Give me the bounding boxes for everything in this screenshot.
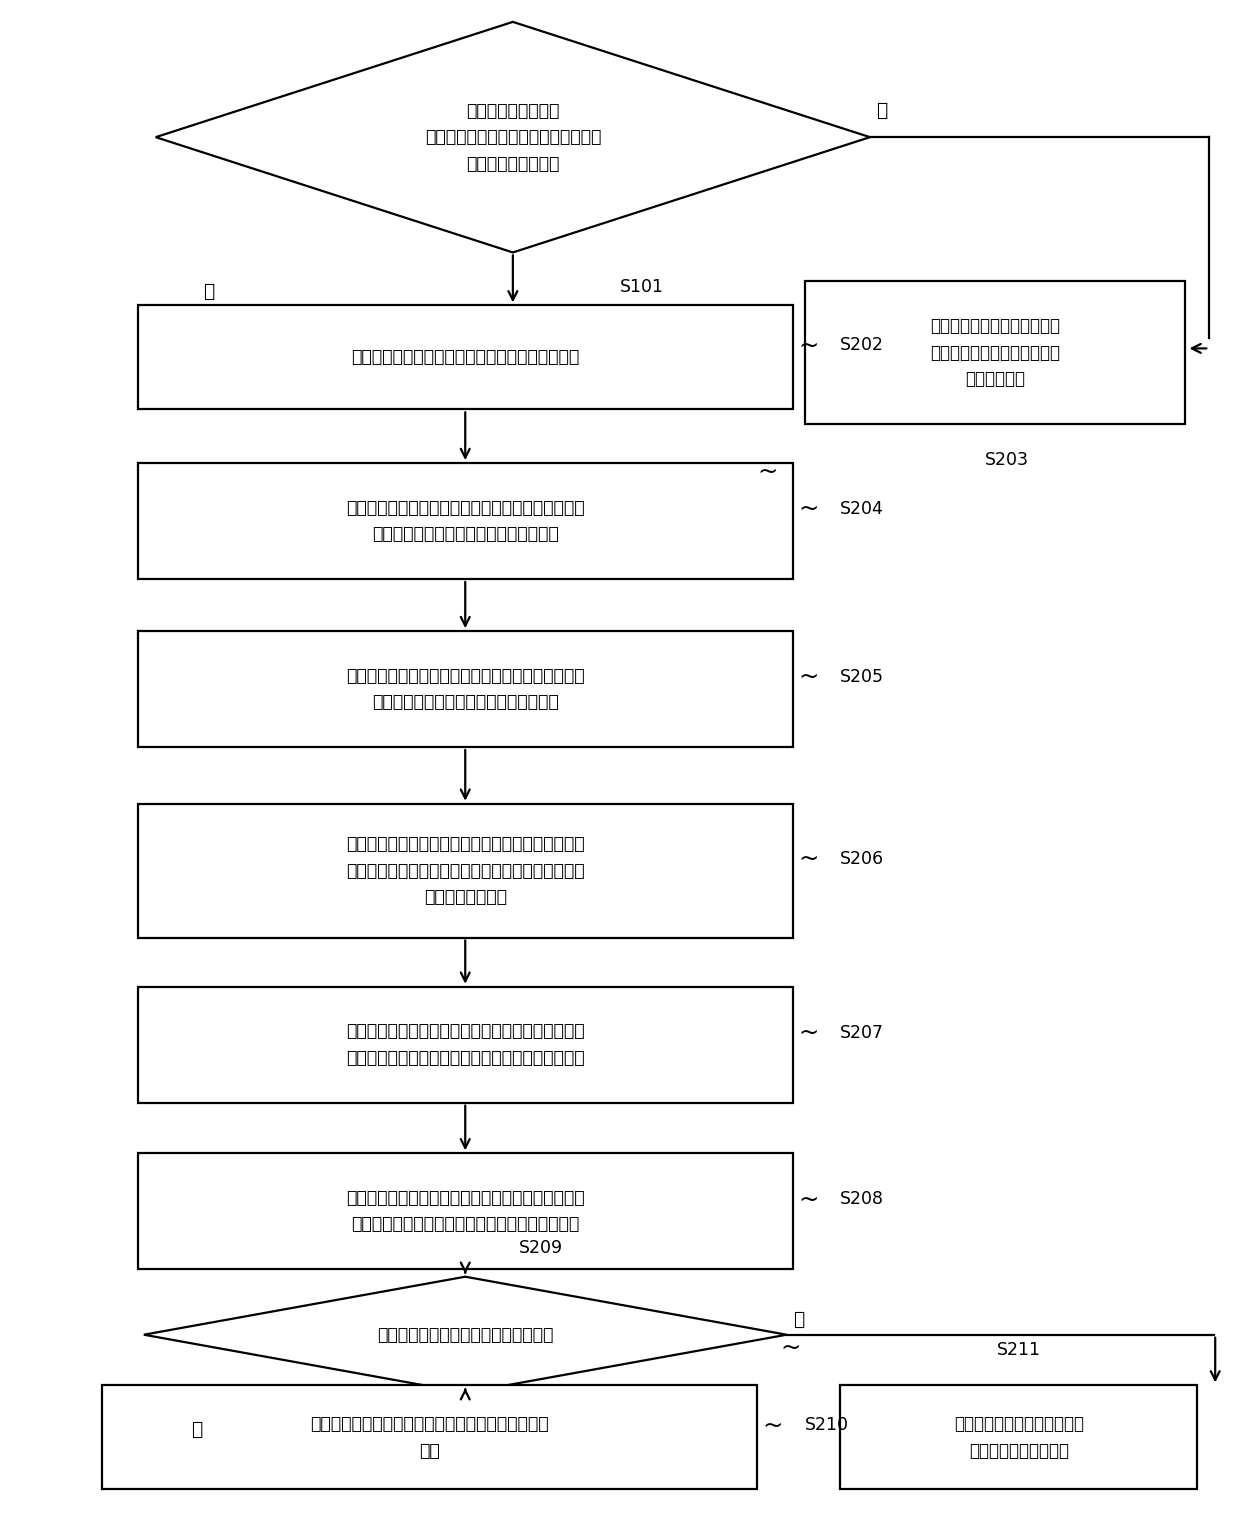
Polygon shape [156,21,870,252]
Text: 判断所述目标共享动态库是否已被解密: 判断所述目标共享动态库是否已被解密 [377,1325,553,1343]
Text: ~: ~ [756,460,777,484]
Text: 否: 否 [792,1310,804,1330]
Text: 是: 是 [191,1419,202,1439]
Bar [138,305,792,410]
Text: S204: S204 [841,499,884,518]
Text: 应用所述预设连接器解密所述
目标共享动态库并加载: 应用所述预设连接器解密所述 目标共享动态库并加载 [954,1415,1084,1460]
Text: ~: ~ [799,847,818,871]
Text: 若再次检测到用户启动所述应用程序的操作，则检测
应用程序安装包中的目标共享动态库的头文件标识: 若再次检测到用户启动所述应用程序的操作，则检测 应用程序安装包中的目标共享动态库… [346,1189,584,1234]
Text: ~: ~ [799,496,818,521]
Text: 通过检测目标共享动
态库的文件名来判断所述目标共享动态
库是否包括预设标识: 通过检测目标共享动 态库的文件名来判断所述目标共享动态 库是否包括预设标识 [424,102,601,173]
Text: S202: S202 [841,337,884,354]
Text: S205: S205 [841,668,884,686]
Bar [138,803,792,938]
Text: 直接通过所述预设存储路径加载解密后的目标共享动
态库: 直接通过所述预设存储路径加载解密后的目标共享动 态库 [310,1415,549,1460]
Polygon shape [144,1277,786,1392]
Bar [138,463,792,578]
Text: 是: 是 [203,282,215,301]
Text: 将解密后的目标共享动态库按照预设存储路径进行存
储，其中，所述预设存储路径的访问权限的安全级别
高于预设安全级别: 将解密后的目标共享动态库按照预设存储路径进行存 储，其中，所述预设存储路径的访问… [346,835,584,906]
Text: ~: ~ [781,1336,801,1360]
Text: S208: S208 [841,1190,884,1208]
Bar [138,631,792,747]
Text: ~: ~ [799,1020,818,1044]
Text: S209: S209 [518,1239,563,1257]
Bar [841,1386,1198,1489]
Text: S101: S101 [620,278,663,296]
Text: 将加密后的目标共享动态库打包至应用程序的安装包
中，以应用所述安装包安装所述应用程序: 将加密后的目标共享动态库打包至应用程序的安装包 中，以应用所述安装包安装所述应用… [346,499,584,543]
Text: S211: S211 [997,1340,1040,1359]
Text: ~: ~ [763,1413,784,1438]
Text: S210: S210 [805,1416,848,1435]
Text: 应用预设加密算法对所述目标共享动态库进行加密: 应用预设加密算法对所述目标共享动态库进行加密 [351,348,579,366]
Text: ~: ~ [799,665,818,689]
Text: 检测到用户启动所述应用程序的操作时，应用预设连
接器对加密后的目标共享动态库进行解密: 检测到用户启动所述应用程序的操作时，应用预设连 接器对加密后的目标共享动态库进行… [346,666,584,712]
Text: S206: S206 [841,850,884,868]
Bar [805,281,1185,424]
Text: 直接根据安装应用程序；加载
所述目标共享动态库，以运行
所述应用程序: 直接根据安装应用程序；加载 所述目标共享动态库，以运行 所述应用程序 [930,317,1060,389]
Text: ~: ~ [799,1187,818,1211]
Text: ~: ~ [799,334,818,357]
Text: 否: 否 [875,100,887,120]
Bar [138,987,792,1102]
Bar [102,1386,756,1489]
Text: 加载解密后的目标共享动态库以运行所述应用程序，
并移除存储有所述目标共享动态库的加载路径的文件: 加载解密后的目标共享动态库以运行所述应用程序， 并移除存储有所述目标共享动态库的… [346,1023,584,1067]
Text: S203: S203 [985,451,1029,469]
Text: S207: S207 [841,1023,884,1041]
Bar [138,1154,792,1269]
